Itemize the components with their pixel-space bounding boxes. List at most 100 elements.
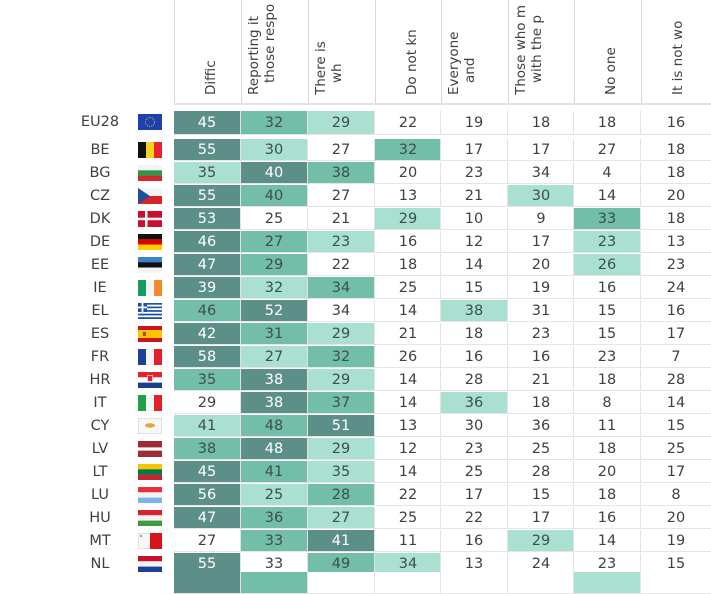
table-cell: 20 [641,185,711,207]
column-separator [640,254,641,276]
table-row: DE 46 27 23 16 12 17 23 13 [0,231,711,253]
table-cell: 35 [174,162,240,184]
italy-flag-icon [138,395,162,411]
table-cell: 11 [375,530,441,552]
column-separator [307,300,308,322]
column-separator [640,300,641,322]
table-row: EL 46 52 34 14 38 31 15 16 [0,300,711,322]
greece-flag-icon [138,303,162,319]
column-separator [240,254,241,276]
table-cell: 27 [574,139,640,161]
table-cell: 18 [641,139,711,161]
column-separator [240,231,241,253]
column-separator [240,139,241,161]
table-row: IE 39 32 34 25 15 19 16 24 [0,277,711,299]
table-cell: 17 [441,139,507,161]
table-cell: 27 [308,139,374,161]
column-separator [374,300,375,322]
column-header: It is not wo [641,0,711,103]
table-cell: 15 [441,277,507,299]
table-row: IT 29 38 37 14 36 18 8 14 [0,392,711,414]
column-separator [507,277,508,299]
table-cell: 41 [174,415,240,437]
table-cell: 32 [241,277,307,299]
column-separator [240,162,241,184]
column-header-line-1: Those who m [513,5,529,95]
table-cell: 27 [174,530,240,552]
table-cell: 29 [308,369,374,391]
column-separator [640,484,641,506]
table-cell: 15 [508,484,574,506]
table-cell: 13 [375,415,441,437]
country-code: EU28 [80,114,120,130]
column-separator [374,530,375,552]
table-cell: 29 [508,530,574,552]
table-cell: 11 [574,415,640,437]
column-separator [240,530,241,552]
column-separator [573,185,574,207]
column-separator [440,415,441,437]
table-cell: 23 [641,254,711,276]
table-cell: 41 [241,461,307,483]
column-separator [240,507,241,529]
column-separator [240,185,241,207]
country-code: IE [93,280,107,296]
column-header-label: Reporting it those respo [246,4,278,95]
bulgaria-flag-icon [138,165,162,181]
column-separator [374,323,375,345]
column-separator [573,162,574,184]
table-cell: 31 [241,323,307,345]
column-separator [640,231,641,253]
column-separator [374,572,375,594]
column-separator [440,369,441,391]
table-cell: 47 [174,507,240,529]
column-separator [374,208,375,230]
table-cell: 18 [508,392,574,414]
column-separator [440,162,441,184]
column-separator [573,231,574,253]
table-cell: 8 [574,392,640,414]
table-cell: 34 [308,277,374,299]
column-header-label: It is not wo [670,21,686,95]
column-separator [374,231,375,253]
table-cell: 14 [375,300,441,322]
column-header: No one [574,0,641,103]
column-separator [573,530,574,552]
column-separator [573,553,574,575]
column-header: There is wh [308,0,375,103]
column-separator [440,111,441,135]
table-cell [641,572,711,594]
table-cell: 21 [375,323,441,345]
table-row: CY 41 48 51 13 30 36 11 15 [0,415,711,437]
table-cell: 23 [508,323,574,345]
country-code: ES [90,326,110,342]
column-separator [374,461,375,483]
table-cell [375,572,441,594]
column-separator [440,484,441,506]
column-separator [374,162,375,184]
column-separator [240,415,241,437]
table-cell: 25 [241,208,307,230]
table-cell: 22 [441,507,507,529]
column-separator [640,415,641,437]
table-cell: 47 [174,254,240,276]
column-header-line-2: and [462,57,478,83]
column-separator [374,254,375,276]
table-cell: 22 [375,111,441,135]
country-code: EE [90,257,110,273]
table-cell: 29 [241,254,307,276]
column-header-line-1: Diffic [203,60,219,95]
column-separator [507,300,508,322]
column-separator [640,392,641,414]
table-cell: 17 [508,507,574,529]
cyprus-flag-icon [138,418,162,434]
column-separator [573,346,574,368]
table-cell: 7 [641,346,711,368]
column-separator [374,346,375,368]
column-separator [640,461,641,483]
column-separator [440,461,441,483]
column-separator [573,415,574,437]
column-separator [440,572,441,594]
table-cell: 16 [574,507,640,529]
spain-flag-icon [138,326,162,342]
